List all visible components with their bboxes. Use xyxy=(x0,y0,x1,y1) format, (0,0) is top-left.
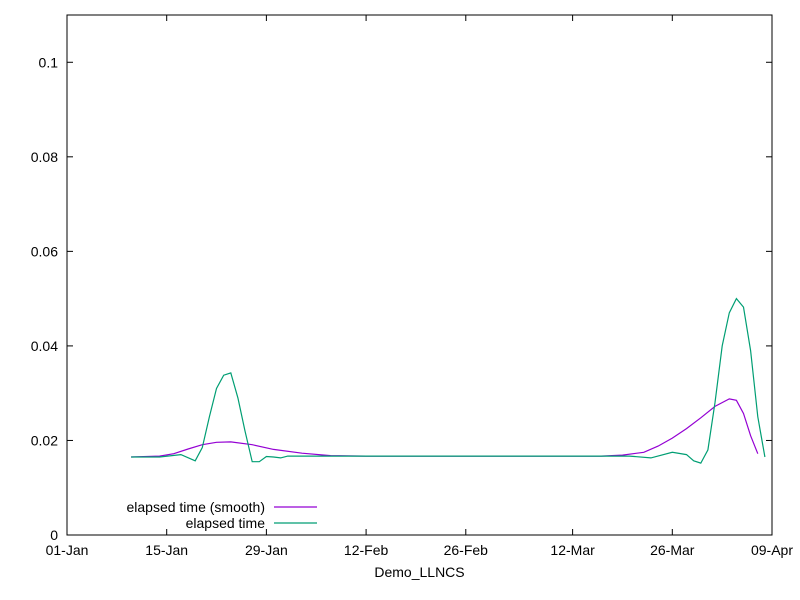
series-line-elapsed-time-smooth xyxy=(131,398,759,458)
plot-frame xyxy=(66,14,773,536)
x-axis-label: Demo_LLNCS xyxy=(374,564,464,580)
y-tick-label: 0.08 xyxy=(31,149,58,165)
x-tick-label: 29-Jan xyxy=(245,542,288,558)
x-tick-label: 12-Feb xyxy=(344,542,389,558)
y-tick-label: 0.06 xyxy=(31,243,58,259)
x-tick-label: 15-Jan xyxy=(145,542,188,558)
x-tick-label: 26-Feb xyxy=(444,542,489,558)
y-tick-label: 0 xyxy=(50,527,58,543)
series-line-elapsed-time xyxy=(131,297,766,464)
y-tick-label: 0.04 xyxy=(31,338,58,354)
y-tick-label: 0.1 xyxy=(39,54,59,70)
legend-label-elapsed-time: elapsed time xyxy=(186,515,266,531)
x-tick-label: 26-Mar xyxy=(650,542,695,558)
x-tick-label: 01-Jan xyxy=(46,542,89,558)
y-tick-label: 0.02 xyxy=(31,432,58,448)
legend-label-elapsed-time-smooth: elapsed time (smooth) xyxy=(126,499,265,515)
x-tick-label: 12-Mar xyxy=(550,542,595,558)
x-tick-label: 09-Apr xyxy=(751,542,793,558)
